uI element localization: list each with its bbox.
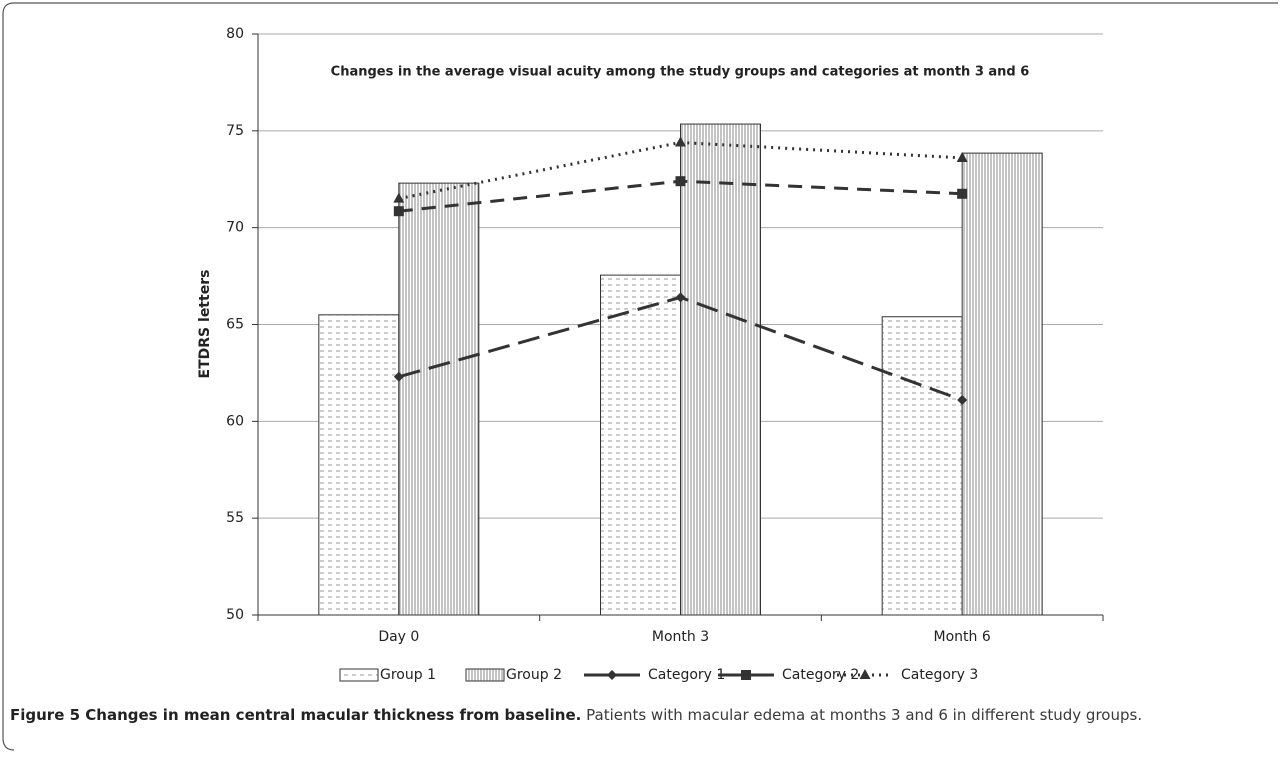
y-tick-label: 60: [226, 413, 244, 429]
bar: [600, 274, 681, 616]
legend-marker: [741, 670, 751, 680]
legend-label: Group 1: [380, 667, 436, 683]
y-tick-label: 55: [226, 510, 244, 526]
bar: [881, 316, 963, 616]
legend-label: Category 3: [901, 667, 978, 683]
legend-label: Group 2: [506, 667, 562, 683]
legend-label: Category 1: [648, 667, 725, 683]
marker: [675, 292, 686, 303]
marker: [393, 192, 405, 203]
y-tick-label: 50: [226, 607, 244, 623]
bar: [961, 152, 1043, 616]
x-tick-label: Month 3: [652, 629, 709, 645]
y-axis-label: ETDRS letters: [197, 270, 213, 379]
x-tick-label: Day 0: [378, 629, 419, 645]
marker: [393, 371, 404, 382]
caption: Figure 5 Changes in mean central macular…: [10, 703, 1250, 728]
legend-label: Category 2: [782, 667, 859, 683]
marker: [675, 136, 686, 147]
y-tick-label: 80: [226, 26, 244, 42]
marker: [956, 151, 968, 162]
marker: [675, 176, 686, 187]
caption-text: Patients with macular edema at months 3 …: [586, 706, 1143, 724]
bar: [318, 314, 400, 616]
caption-title: Figure 5 Changes in mean central macular…: [10, 706, 582, 724]
bar: [398, 182, 480, 616]
legend-marker: [607, 670, 617, 680]
chart-title: Changes in the average visual acuity amo…: [331, 65, 1030, 80]
legend-swatch: [339, 668, 379, 682]
legend-marker: [859, 669, 871, 679]
x-tick-label: Month 6: [934, 629, 991, 645]
marker: [957, 188, 968, 199]
legend-swatch: [465, 668, 505, 682]
marker: [957, 395, 968, 406]
bar: [680, 123, 761, 616]
marker: [393, 206, 404, 217]
y-tick-label: 65: [226, 317, 244, 333]
y-tick-label: 75: [226, 123, 244, 139]
y-tick-label: 70: [226, 220, 244, 236]
